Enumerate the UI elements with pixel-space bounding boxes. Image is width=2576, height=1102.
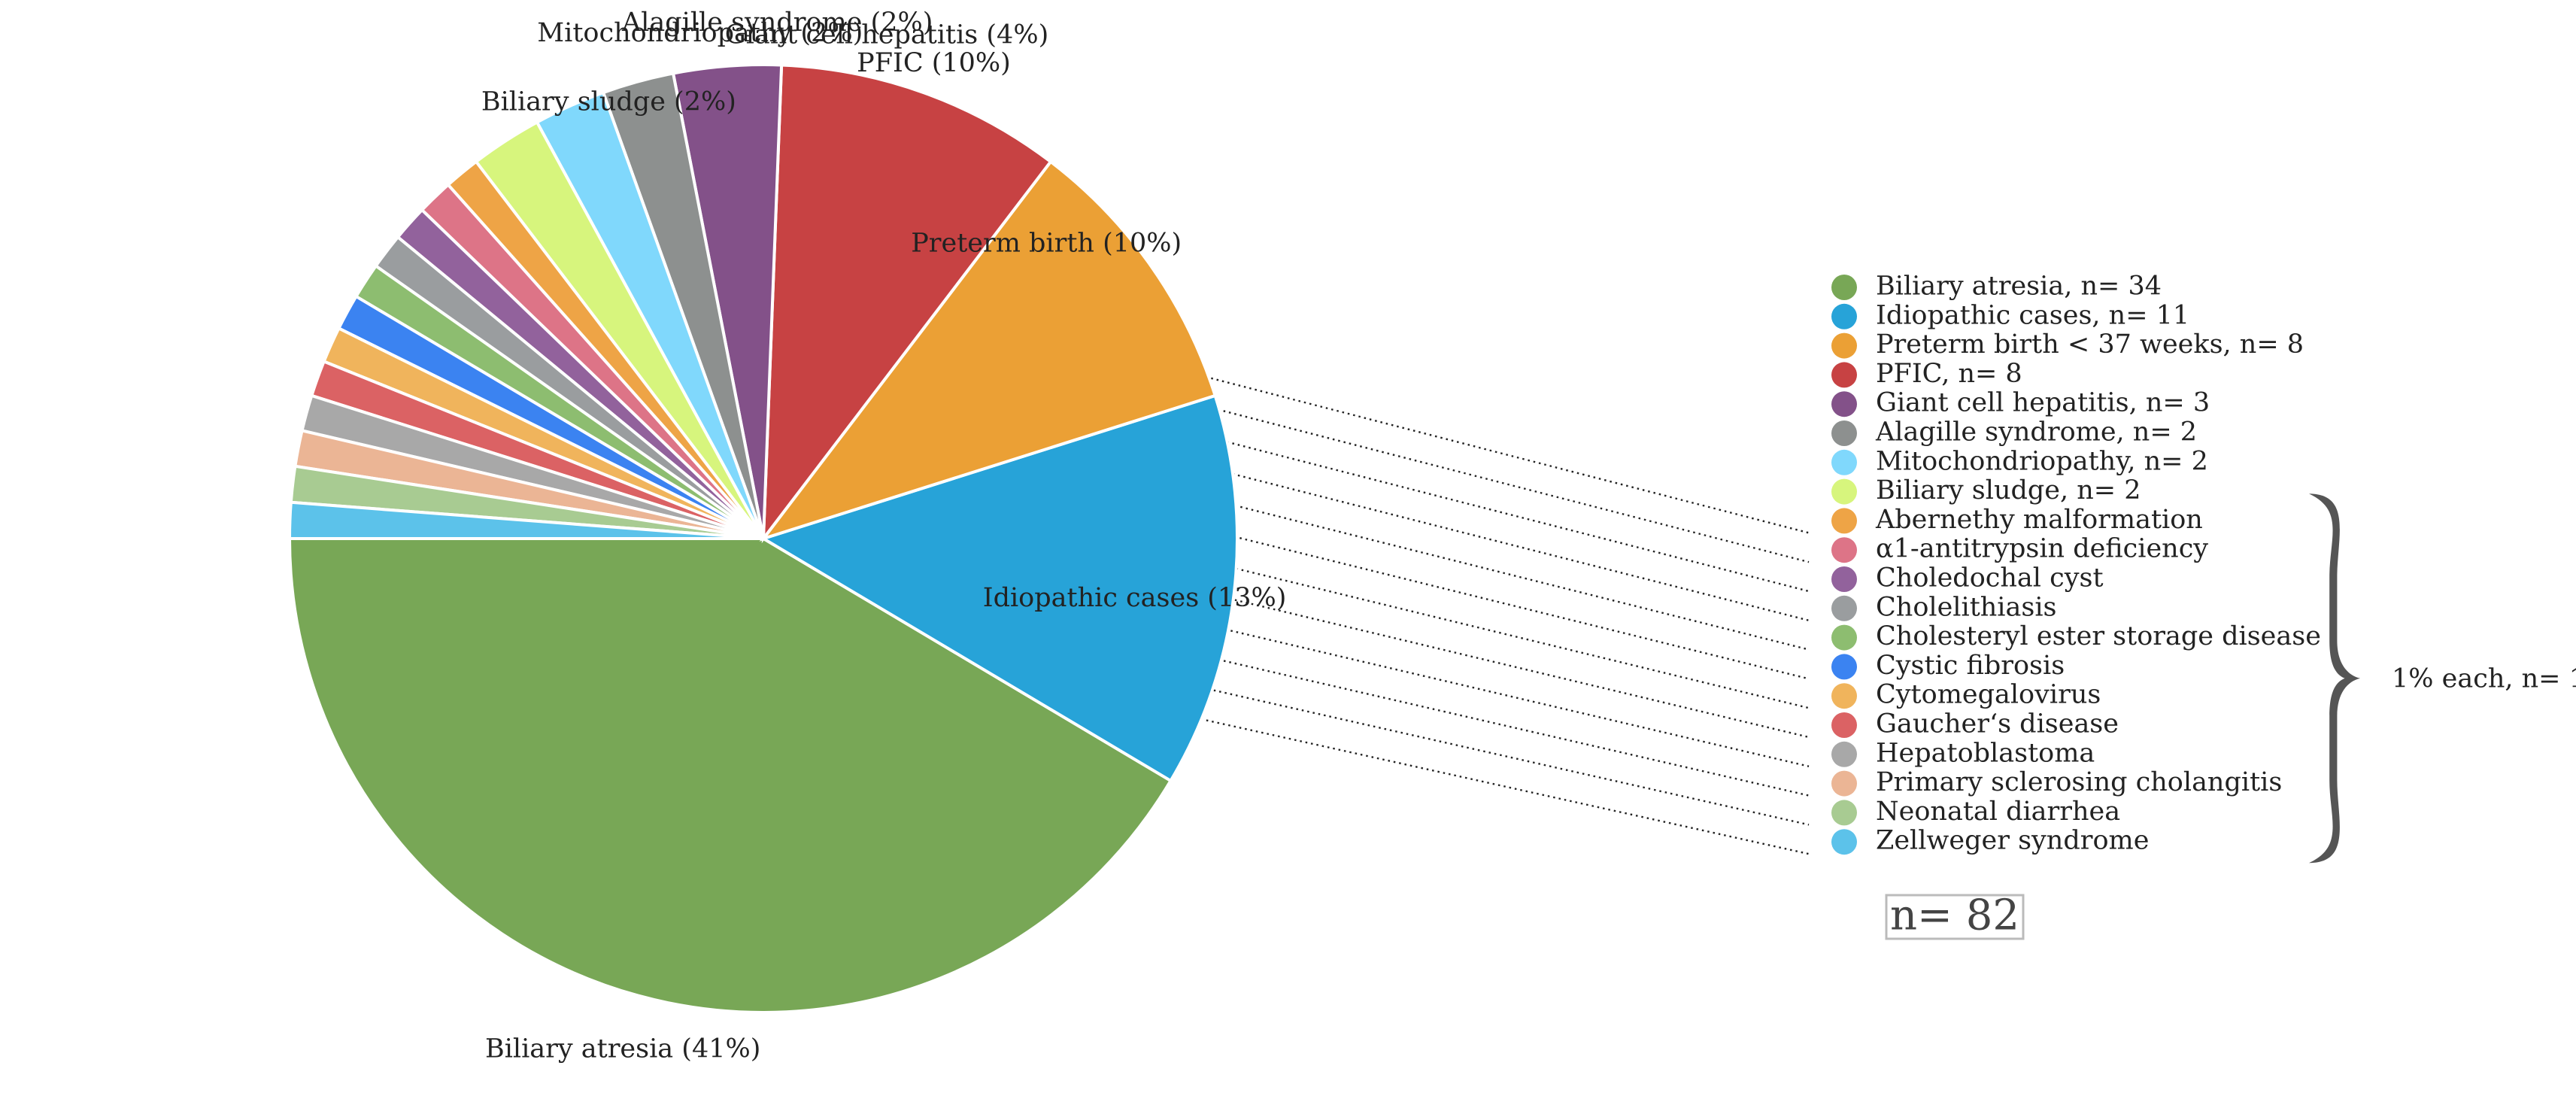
legend-entry-giant-cell-hepatitis: Giant cell hepatitis, n= 3 bbox=[1876, 388, 2210, 418]
group-bracket: 1% each, n= 1 bbox=[2309, 493, 2576, 864]
legend-marker-cystic-fibrosis bbox=[1831, 654, 1857, 680]
legend-marker-mitochondriopathy bbox=[1831, 449, 1857, 475]
label-idiopathic-cases: Idiopathic cases (13%) bbox=[983, 583, 1287, 613]
label-alagille-syndrome: Alagille syndrome (2%) bbox=[621, 8, 933, 38]
slice-biliary-atresia bbox=[287, 537, 1173, 1014]
label-pfic: PFIC (10%) bbox=[857, 48, 1011, 78]
legend-entry-gaucher-s-disease: Gaucher‘s disease bbox=[1876, 709, 2119, 739]
legend-entry-cystic-fibrosis: Cystic fibrosis bbox=[1876, 651, 2065, 681]
legend-entry-cholesteryl-ester-storage-disease: Cholesteryl ester storage disease bbox=[1876, 621, 2321, 651]
pie-slices bbox=[287, 63, 1239, 1014]
legend-marker-pfic bbox=[1831, 362, 1857, 388]
curly-brace bbox=[2309, 493, 2360, 864]
total-count: n= 82 bbox=[1890, 891, 2019, 940]
legend-entry-preterm-birth: Preterm birth < 37 weeks, n= 8 bbox=[1876, 329, 2304, 360]
legend-marker-preterm-birth bbox=[1831, 332, 1857, 359]
label-giant-cell-hepatitis: Giant cell hepatitis (4%) bbox=[725, 20, 1049, 50]
slice-idiopathic-cases bbox=[760, 393, 1239, 783]
legend-entry-biliary-sludge: Biliary sludge, n= 2 bbox=[1876, 475, 2141, 505]
legend-entry-choledochal-cyst: Choledochal cyst bbox=[1876, 563, 2104, 594]
legend-entry-abernethy-malformation: Abernethy malformation bbox=[1875, 505, 2203, 535]
legend-marker-1-antitrypsin-deficiency bbox=[1831, 537, 1857, 563]
group-label: 1% each, n= 1 bbox=[2392, 663, 2576, 694]
legend-marker-neonatal-diarrhea bbox=[1831, 800, 1857, 826]
legend-marker-hepatoblastoma bbox=[1831, 741, 1857, 767]
label-biliary-sludge: Biliary sludge (2%) bbox=[481, 87, 736, 117]
legend-entry-pfic: PFIC, n= 8 bbox=[1876, 359, 2022, 389]
slice-labels: Biliary atresia (41%) Idiopathic cases (1… bbox=[481, 8, 1287, 1064]
legend-entry-cytomegalovirus: Cytomegalovirus bbox=[1876, 680, 2101, 710]
legend-entry-neonatal-diarrhea: Neonatal diarrhea bbox=[1876, 797, 2120, 827]
legend-marker-abernethy-malformation bbox=[1831, 508, 1857, 534]
legend-marker-idiopathic-cases bbox=[1831, 303, 1857, 329]
total-box: n= 82 bbox=[1885, 891, 2025, 940]
legend-marker-biliary-sludge bbox=[1831, 478, 1857, 505]
legend-marker-cholesteryl-ester-storage-disease bbox=[1831, 624, 1857, 651]
legend-entry-1-antitrypsin-deficiency: α1-antitrypsin deficiency bbox=[1876, 534, 2208, 564]
legend-marker-choledochal-cyst bbox=[1831, 566, 1857, 592]
total-box-frame bbox=[1885, 894, 2025, 940]
slice-zellweger-syndrome bbox=[287, 500, 764, 540]
legend-entry-mitochondriopathy: Mitochondriopathy, n= 2 bbox=[1876, 446, 2208, 476]
label-preterm-birth: Preterm birth (10%) bbox=[911, 228, 1182, 258]
legend-marker-primary-sclerosing-cholangitis bbox=[1831, 770, 1857, 797]
slice-preterm-birth bbox=[759, 159, 1218, 542]
legend-entry-alagille-syndrome: Alagille syndrome, n= 2 bbox=[1875, 417, 2197, 448]
legend-marker-alagille-syndrome bbox=[1831, 420, 1857, 446]
legend-marker-cholelithiasis bbox=[1831, 595, 1857, 621]
legend-marker-cytomegalovirus bbox=[1831, 683, 1857, 709]
legend-entry-cholelithiasis: Cholelithiasis bbox=[1876, 592, 2056, 622]
legend-marker-gaucher-s-disease bbox=[1831, 712, 1857, 738]
legend-entry-idiopathic-cases: Idiopathic cases, n= 11 bbox=[1876, 300, 2189, 330]
legend-entry-biliary-atresia: Biliary atresia, n= 34 bbox=[1876, 272, 2162, 302]
slice-pfic bbox=[761, 63, 1053, 544]
legend-marker-zellweger-syndrome bbox=[1831, 829, 1857, 855]
legend-marker-giant-cell-hepatitis bbox=[1831, 391, 1857, 417]
label-biliary-atresia: Biliary atresia (41%) bbox=[485, 1034, 760, 1064]
legend-entry-primary-sclerosing-cholangitis: Primary sclerosing cholangitis bbox=[1876, 767, 2282, 797]
legend-entry-hepatoblastoma: Hepatoblastoma bbox=[1876, 738, 2095, 768]
legend-marker-biliary-atresia bbox=[1831, 275, 1857, 300]
label-mitochondriopathy: Mitochondriopathy (2%) bbox=[537, 18, 863, 48]
legend-entry-zellweger-syndrome: Zellweger syndrome bbox=[1876, 826, 2149, 856]
